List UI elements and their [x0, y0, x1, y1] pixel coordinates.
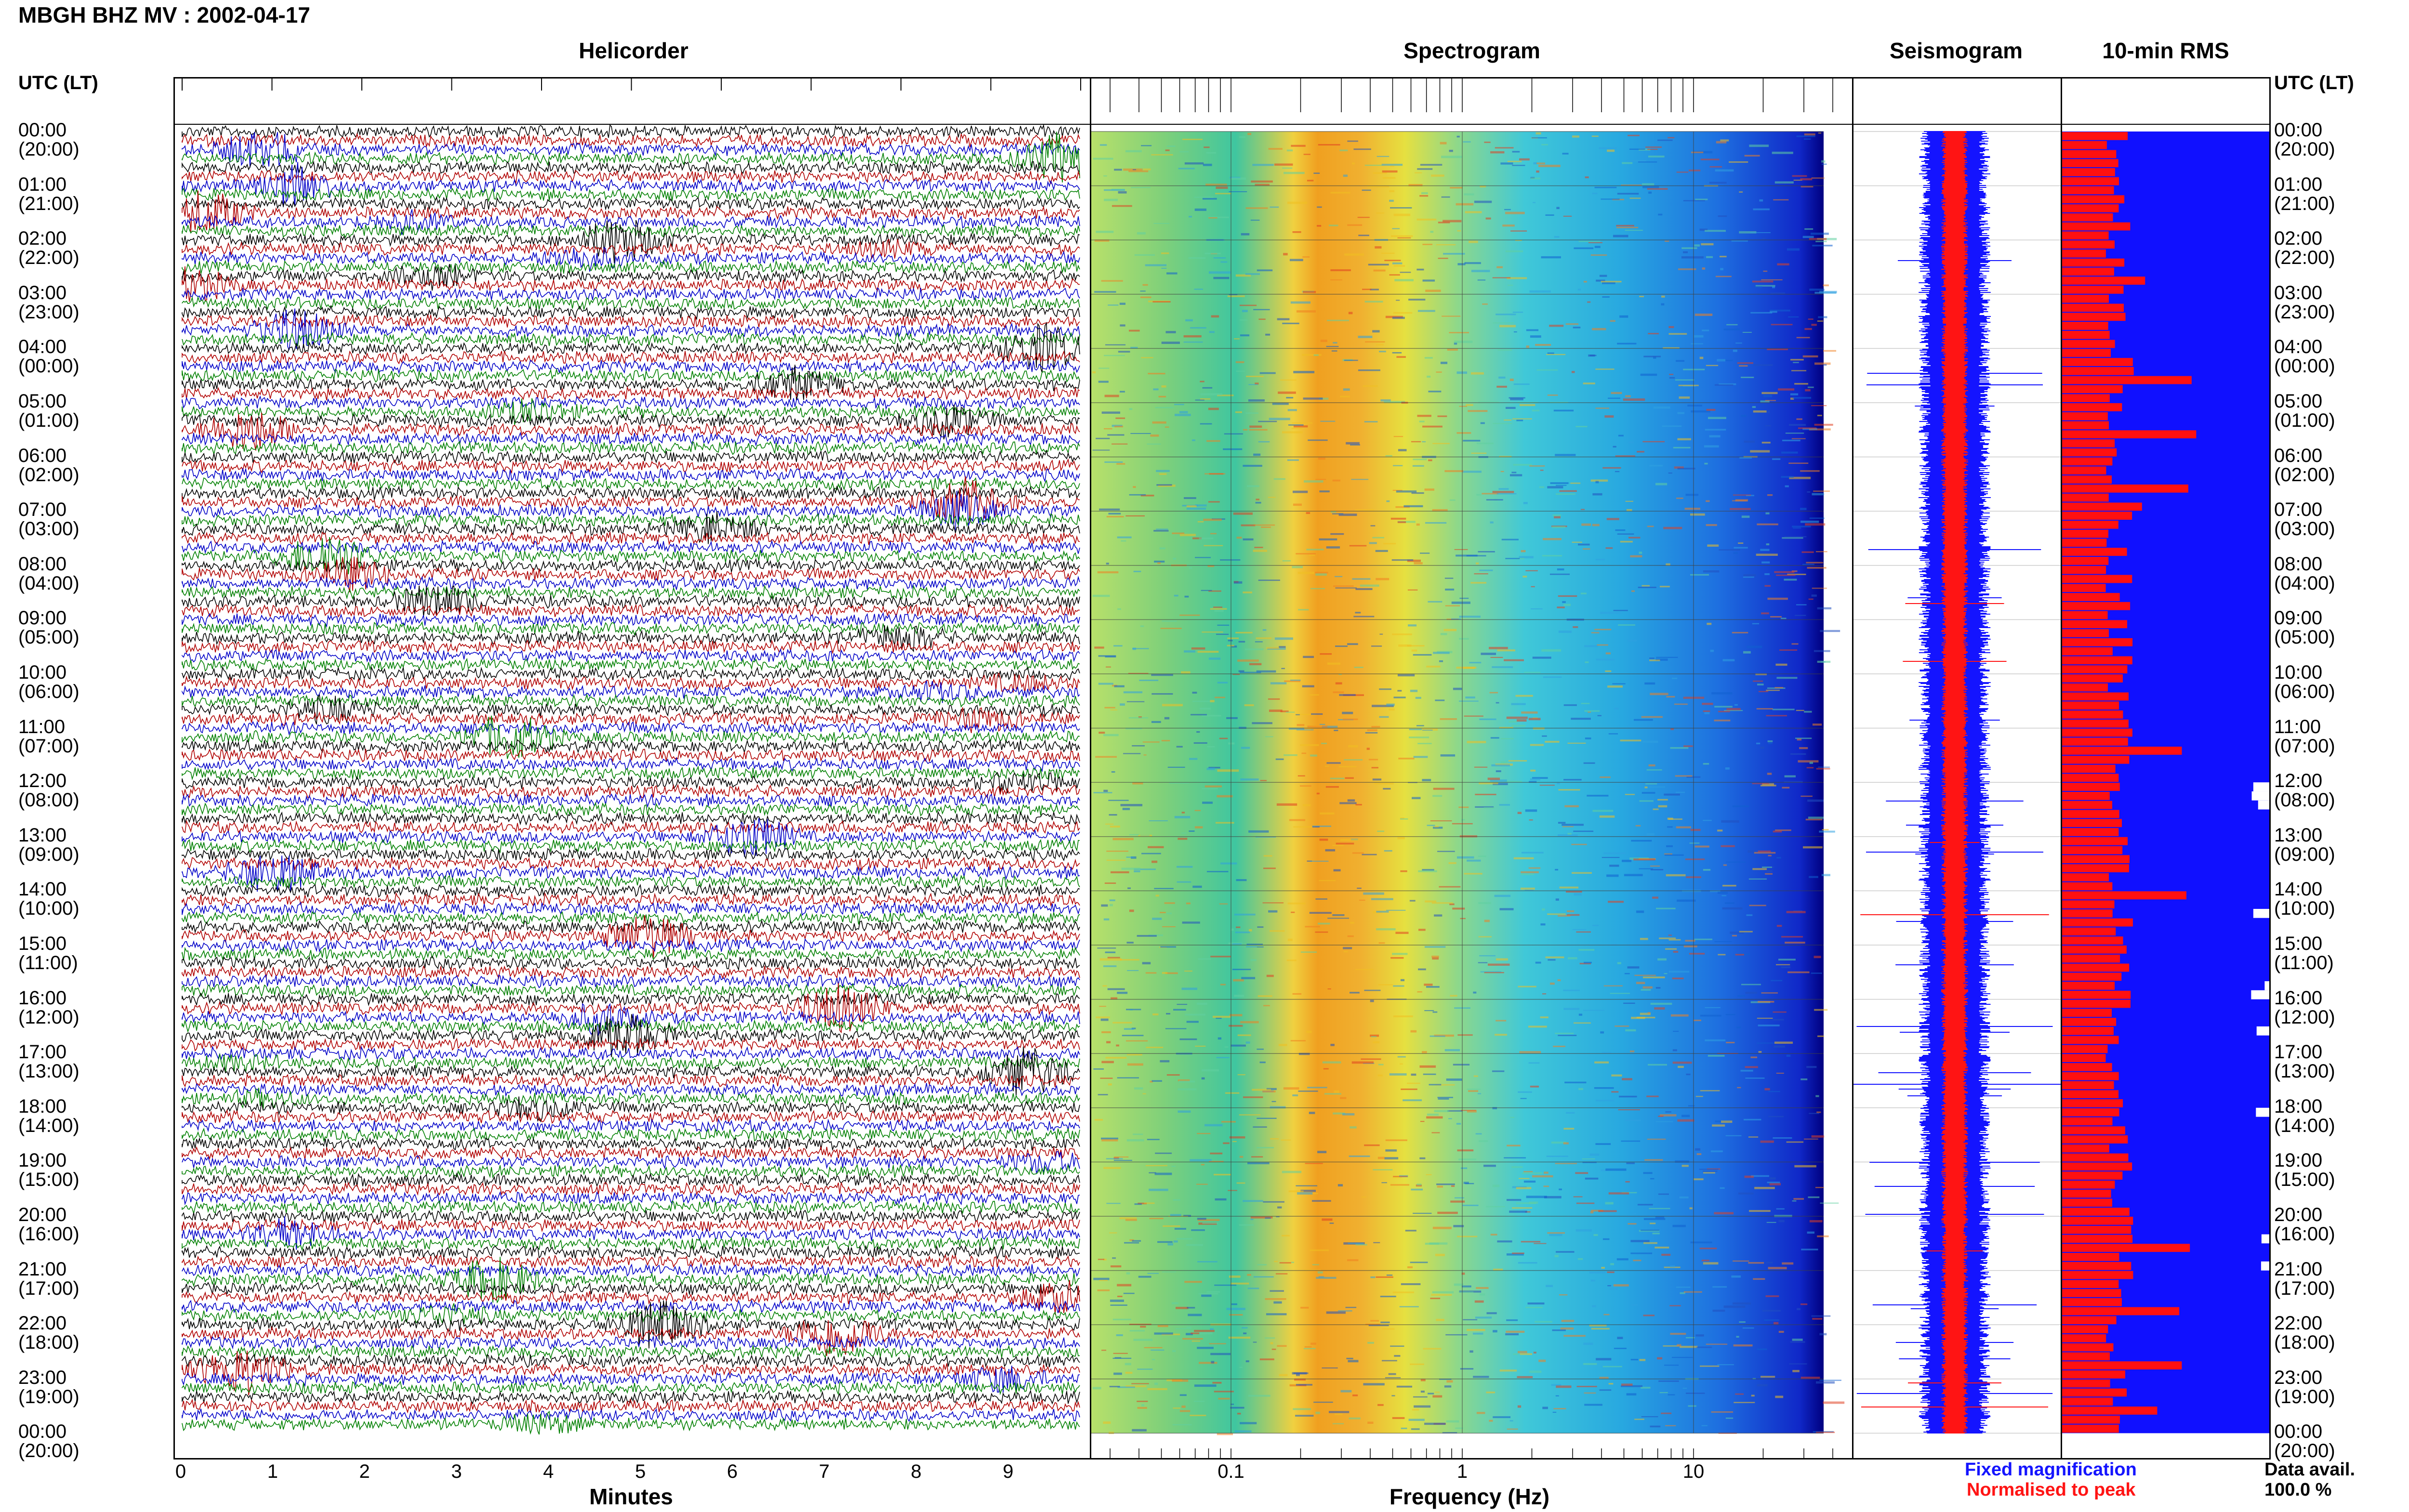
time-label-right: 19:00 (15:00): [2274, 1150, 2335, 1191]
time-label-right: 21:00 (17:00): [2274, 1258, 2335, 1299]
time-label-right: 02:00 (22:00): [2274, 228, 2335, 269]
spectrogram-tick-label: 0.1: [1218, 1461, 1244, 1482]
time-label-left: 07:00 (03:00): [18, 499, 79, 540]
time-label-right: 15:00 (11:00): [2274, 933, 2334, 973]
utc-header-left: UTC (LT): [18, 72, 98, 93]
helicorder-tick-label: 2: [359, 1461, 370, 1482]
rms-plot: [2062, 124, 2269, 1433]
time-label-left: 09:00 (05:00): [18, 607, 79, 648]
time-label-right: 13:00 (09:00): [2274, 824, 2335, 865]
time-label-left: 16:00 (12:00): [18, 987, 79, 1028]
helicorder-tick-label: 3: [451, 1461, 462, 1482]
time-label-right: 23:00 (19:00): [2274, 1367, 2335, 1407]
time-label-left: 21:00 (17:00): [18, 1258, 79, 1299]
time-label-right: 22:00 (18:00): [2274, 1313, 2335, 1354]
time-label-right: 09:00 (05:00): [2274, 607, 2335, 648]
time-label-left: 12:00 (08:00): [18, 770, 79, 811]
helicorder-tick-label: 8: [911, 1461, 922, 1482]
time-label-left: 19:00 (15:00): [18, 1150, 79, 1191]
time-label-left: 02:00 (22:00): [18, 228, 79, 269]
helicorder-panel: [173, 77, 1091, 1459]
time-label-right: 17:00 (13:00): [2274, 1041, 2335, 1082]
helicorder-tick-label: 0: [175, 1461, 186, 1482]
time-label-left: 00:00 (20:00): [18, 119, 79, 160]
time-label-right: 08:00 (04:00): [2274, 553, 2335, 594]
time-label-left: 23:00 (19:00): [18, 1367, 79, 1407]
page-title: MBGH BHZ MV : 2002-04-17: [18, 2, 310, 27]
helicorder-tick-label: 7: [819, 1461, 830, 1482]
seismogram-panel: [1852, 77, 2062, 1459]
time-label-left: 11:00 (07:00): [18, 716, 79, 757]
time-label-right: 03:00 (23:00): [2274, 282, 2335, 323]
time-label-left: 08:00 (04:00): [18, 553, 79, 594]
time-label-left: 20:00 (16:00): [18, 1204, 79, 1245]
helicorder-plot: [175, 79, 1090, 1435]
seismogram-plot: [1853, 124, 2061, 1434]
time-label-left: 00:00 (20:00): [18, 1421, 79, 1462]
rms-title: 10-min RMS: [2102, 38, 2229, 63]
time-label-right: 11:00 (07:00): [2274, 716, 2335, 757]
helicorder-title: Helicorder: [579, 38, 688, 63]
helicorder-tick-label: 9: [1003, 1461, 1014, 1482]
time-label-left: 22:00 (18:00): [18, 1313, 79, 1354]
spectrogram-xlabel: Frequency (Hz): [1389, 1484, 1550, 1509]
time-label-right: 05:00 (01:00): [2274, 391, 2335, 431]
data-avail-value: 100.0 %: [2264, 1480, 2332, 1500]
legend-normalised-to-peak: Normalised to peak: [1967, 1480, 2136, 1500]
data-avail-label: Data avail.: [2264, 1459, 2355, 1480]
time-label-right: 14:00 (10:00): [2274, 879, 2335, 920]
time-label-left: 18:00 (14:00): [18, 1095, 79, 1136]
helicorder-tick-label: 1: [267, 1461, 278, 1482]
spectrogram-panel: [1090, 77, 1853, 1459]
time-label-left: 04:00 (00:00): [18, 336, 79, 377]
helicorder-tick-label: 5: [635, 1461, 646, 1482]
seismogram-title: Seismogram: [1889, 38, 2023, 63]
time-label-right: 16:00 (12:00): [2274, 987, 2335, 1028]
spectrogram-title: Spectrogram: [1403, 38, 1540, 63]
time-label-left: 13:00 (09:00): [18, 824, 79, 865]
time-label-right: 18:00 (14:00): [2274, 1095, 2335, 1136]
time-label-right: 10:00 (06:00): [2274, 662, 2335, 702]
rms-panel: [2061, 77, 2271, 1459]
time-label-right: 01:00 (21:00): [2274, 173, 2335, 214]
time-label-right: 04:00 (00:00): [2274, 336, 2335, 377]
utc-header-right: UTC (LT): [2274, 72, 2354, 93]
spectrogram-tick-label: 1: [1456, 1461, 1468, 1482]
time-label-left: 06:00 (02:00): [18, 445, 79, 486]
time-label-left: 10:00 (06:00): [18, 662, 79, 702]
spectrogram-tick-label: 10: [1682, 1461, 1705, 1482]
time-label-right: 07:00 (03:00): [2274, 499, 2335, 540]
legend-fixed-magnification: Fixed magnification: [1965, 1459, 2137, 1480]
time-label-right: 12:00 (08:00): [2274, 770, 2335, 811]
helicorder-tick-label: 6: [727, 1461, 738, 1482]
time-label-left: 05:00 (01:00): [18, 391, 79, 431]
time-label-left: 01:00 (21:00): [18, 173, 79, 214]
time-label-left: 17:00 (13:00): [18, 1041, 79, 1082]
time-label-left: 14:00 (10:00): [18, 879, 79, 920]
time-label-left: 03:00 (23:00): [18, 282, 79, 323]
helicorder-tick-label: 4: [543, 1461, 554, 1482]
time-label-right: 20:00 (16:00): [2274, 1204, 2335, 1245]
time-label-left: 15:00 (11:00): [18, 933, 78, 973]
time-label-right: 00:00 (20:00): [2274, 1421, 2335, 1462]
time-label-right: 06:00 (02:00): [2274, 445, 2335, 486]
spectrogram-plot: [1091, 79, 1852, 1458]
time-label-right: 00:00 (20:00): [2274, 119, 2335, 160]
helicorder-xlabel: Minutes: [589, 1484, 673, 1509]
